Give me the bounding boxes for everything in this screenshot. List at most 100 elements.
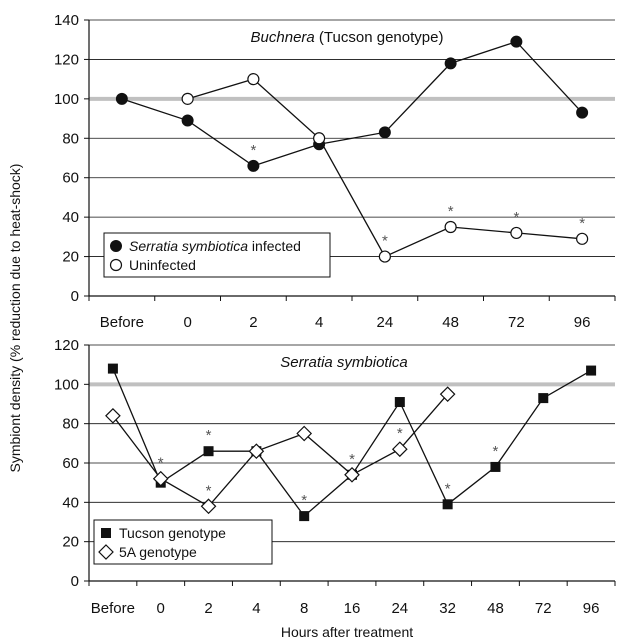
data-point (248, 443, 265, 460)
x-tick-label: 2 (249, 314, 257, 331)
legend-label: Tucson genotype (119, 525, 226, 541)
y-tick-label: 120 (54, 337, 79, 354)
significance-asterisk: * (445, 480, 451, 497)
y-tick-label: 100 (54, 376, 79, 393)
legend-marker (109, 258, 123, 272)
x-tick-label: 8 (300, 600, 308, 617)
chart-title: Serratia symbiotica (280, 354, 408, 371)
legend-label-part-0: 5A genotype (119, 544, 197, 560)
legend-marker (110, 240, 122, 252)
x-tick-label: 24 (391, 600, 408, 617)
data-point (107, 363, 118, 374)
y-tick-label: 120 (54, 51, 79, 68)
legend-label: Serratia symbiotica infected (129, 238, 301, 254)
x-tick-label: 96 (574, 314, 591, 331)
legend: Serratia symbiotica infected Uninfected (103, 232, 331, 278)
data-point (510, 35, 523, 48)
data-point (576, 232, 589, 245)
y-tick-label: 20 (62, 534, 79, 551)
legend-label-part-0: Tucson genotype (119, 525, 226, 541)
data-point (313, 132, 326, 145)
legend-label-part-0: Uninfected (129, 257, 196, 273)
data-point (247, 73, 260, 86)
significance-asterisk: * (448, 203, 454, 220)
x-axis-label: Hours after treatment (281, 624, 413, 640)
significance-asterisk: * (206, 482, 212, 499)
x-tick-label: 2 (204, 600, 212, 617)
significance-asterisk: * (158, 455, 164, 472)
data-point (576, 106, 589, 119)
data-point (105, 407, 121, 424)
data-point (444, 220, 457, 234)
significance-asterisk: * (493, 443, 499, 460)
data-point (391, 441, 408, 458)
y-tick-label: 0 (71, 288, 79, 305)
data-point (490, 461, 501, 472)
x-tick-label: 48 (487, 600, 504, 617)
legend-label-part-1: infected (248, 238, 301, 254)
data-point (203, 446, 214, 457)
y-tick-label: 20 (62, 249, 79, 266)
data-point (296, 425, 313, 442)
series-1: * * * * (107, 363, 597, 522)
data-point (586, 365, 597, 376)
data-point (200, 498, 217, 515)
x-tick-label: 48 (442, 314, 459, 331)
y-tick-label: 100 (54, 91, 79, 108)
data-point (247, 159, 260, 172)
data-point (378, 250, 391, 263)
significance-asterisk: * (382, 233, 388, 250)
legend-label: Uninfected (129, 257, 196, 273)
chart-title: Buchnera (Tucson genotype) (251, 29, 444, 46)
legend-marker (101, 528, 111, 538)
chart-title-part-0: Buchnera (251, 29, 315, 46)
significance-asterisk: * (206, 427, 212, 444)
x-tick-label: Before (91, 600, 135, 617)
data-point (181, 114, 194, 127)
data-point (344, 466, 360, 483)
data-point (538, 393, 549, 404)
y-tick-label: 60 (62, 170, 79, 187)
x-tick-label: Before (100, 314, 144, 331)
significance-asterisk: * (397, 425, 403, 442)
series-2: * * * * (105, 386, 456, 515)
significance-asterisk: * (513, 209, 519, 226)
x-tick-label: 72 (508, 314, 525, 331)
significance-asterisk: * (349, 451, 355, 468)
significance-asterisk: * (250, 142, 256, 159)
x-tick-label: 4 (315, 314, 323, 331)
data-point (115, 92, 128, 105)
series-line (112, 393, 449, 508)
x-tick-label: 16 (344, 600, 361, 617)
chart-title-part-1: (Tucson genotype) (315, 29, 444, 46)
significance-asterisk: * (301, 492, 307, 509)
y-tick-label: 60 (62, 455, 79, 472)
data-point (439, 386, 456, 403)
data-point (444, 57, 457, 70)
series-line (121, 40, 583, 167)
data-point (394, 397, 405, 408)
legend-marker (98, 544, 114, 560)
x-tick-label: 96 (583, 600, 600, 617)
x-tick-label: 32 (439, 600, 456, 617)
data-point (181, 92, 194, 105)
legend-label-part-0: Serratia symbiotica (129, 238, 248, 254)
x-tick-label: 24 (377, 314, 394, 331)
data-point (510, 226, 523, 240)
legend-box (103, 232, 331, 278)
x-tick-label: 4 (252, 600, 260, 617)
y-tick-label: 80 (62, 130, 79, 147)
significance-asterisk: * (579, 215, 585, 232)
series-line (112, 368, 592, 518)
data-point (152, 470, 169, 487)
series-line (187, 78, 583, 258)
y-tick-label: 40 (62, 494, 79, 511)
y-tick-label: 0 (71, 573, 79, 590)
data-point (378, 126, 391, 139)
data-point (299, 511, 310, 522)
chart-title-part-0: Serratia symbiotica (280, 354, 408, 371)
y-tick-label: 40 (62, 209, 79, 226)
